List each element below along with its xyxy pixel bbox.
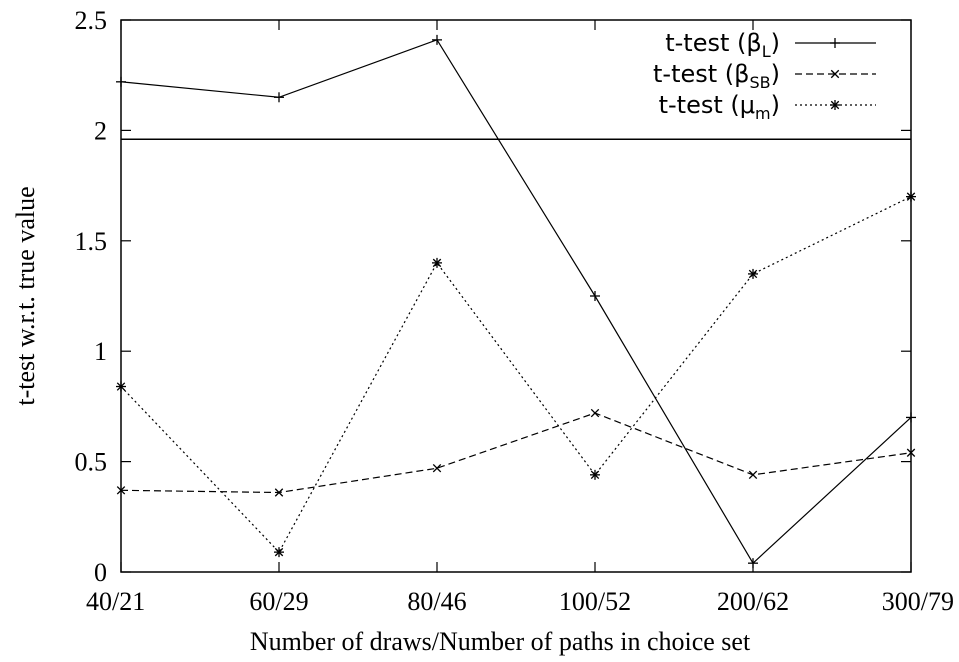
marker-stroke — [906, 192, 916, 201]
series-line-0 — [120, 39, 912, 565]
axes — [120, 19, 912, 573]
x-axis-title: Number of draws/Number of paths in choic… — [250, 627, 751, 656]
x-tick-label: 80/46 — [407, 587, 466, 616]
series-lines — [116, 34, 916, 569]
data-point-series-0 — [590, 291, 600, 301]
y-tick-label: 2.5 — [75, 6, 108, 35]
y-axis-title: t-test w.r.t. true value — [11, 186, 40, 405]
y-tick-label: 1 — [94, 337, 107, 366]
y-tick-label: 1.5 — [75, 227, 108, 256]
data-point-series-1 — [590, 408, 600, 418]
legend: t-test (βL)t-test (βSB)t-test (μm) — [653, 29, 876, 123]
marker-stroke — [274, 488, 284, 497]
marker-stroke — [830, 100, 840, 110]
legend-marker-0 — [830, 38, 840, 48]
plot-frame — [120, 19, 912, 573]
marker-stroke — [590, 408, 600, 418]
data-point-series-1 — [116, 486, 126, 495]
marker-stroke — [590, 470, 600, 480]
legend-label-2: t-test (μm) — [659, 91, 780, 123]
data-point-series-2 — [432, 257, 442, 268]
data-point-series-2 — [748, 268, 758, 279]
marker-stroke — [748, 470, 758, 480]
marker-stroke — [116, 382, 126, 391]
legend-label-0: t-test (βL) — [665, 29, 780, 61]
legend-marker-1 — [830, 69, 840, 79]
legend-marker-2 — [830, 100, 840, 110]
series-line-2 — [120, 196, 912, 554]
data-point-series-1 — [906, 448, 916, 457]
marker-stroke — [830, 69, 840, 79]
data-point-series-0 — [432, 34, 442, 45]
marker-stroke — [906, 448, 916, 457]
data-point-series-0 — [116, 76, 126, 87]
data-point-series-2 — [274, 547, 284, 558]
data-point-series-1 — [432, 464, 442, 473]
x-tick-label: 200/62 — [717, 587, 789, 616]
series-line-1 — [120, 412, 912, 494]
x-tick-label: 60/29 — [249, 587, 308, 616]
marker-stroke — [116, 486, 126, 495]
data-point-series-1 — [274, 488, 284, 497]
x-tick-label: 100/52 — [559, 587, 631, 616]
legend-label-1: t-test (βSB) — [653, 60, 780, 92]
marker-stroke — [274, 547, 284, 557]
y-tick-label: 0 — [94, 558, 107, 587]
x-tick-label: 40/21 — [86, 587, 145, 616]
marker-stroke — [432, 258, 442, 268]
y-tick-label: 2 — [94, 116, 107, 145]
data-point-series-0 — [274, 92, 284, 103]
data-point-series-0 — [906, 412, 916, 423]
data-point-series-2 — [906, 191, 916, 202]
tick-labels: 0 0.5 1 1.5 2 2.5 40/21 60/29 80/46 100/52 200/62 3… — [75, 6, 955, 616]
data-point-series-2 — [590, 469, 600, 480]
x-tick-label: 300/79 — [882, 587, 954, 616]
data-point-series-1 — [748, 470, 758, 480]
marker-stroke — [432, 464, 442, 473]
data-point-series-0 — [748, 558, 758, 569]
y-tick-label: 0.5 — [75, 448, 108, 477]
data-point-series-2 — [116, 381, 126, 392]
marker-stroke — [748, 269, 758, 279]
